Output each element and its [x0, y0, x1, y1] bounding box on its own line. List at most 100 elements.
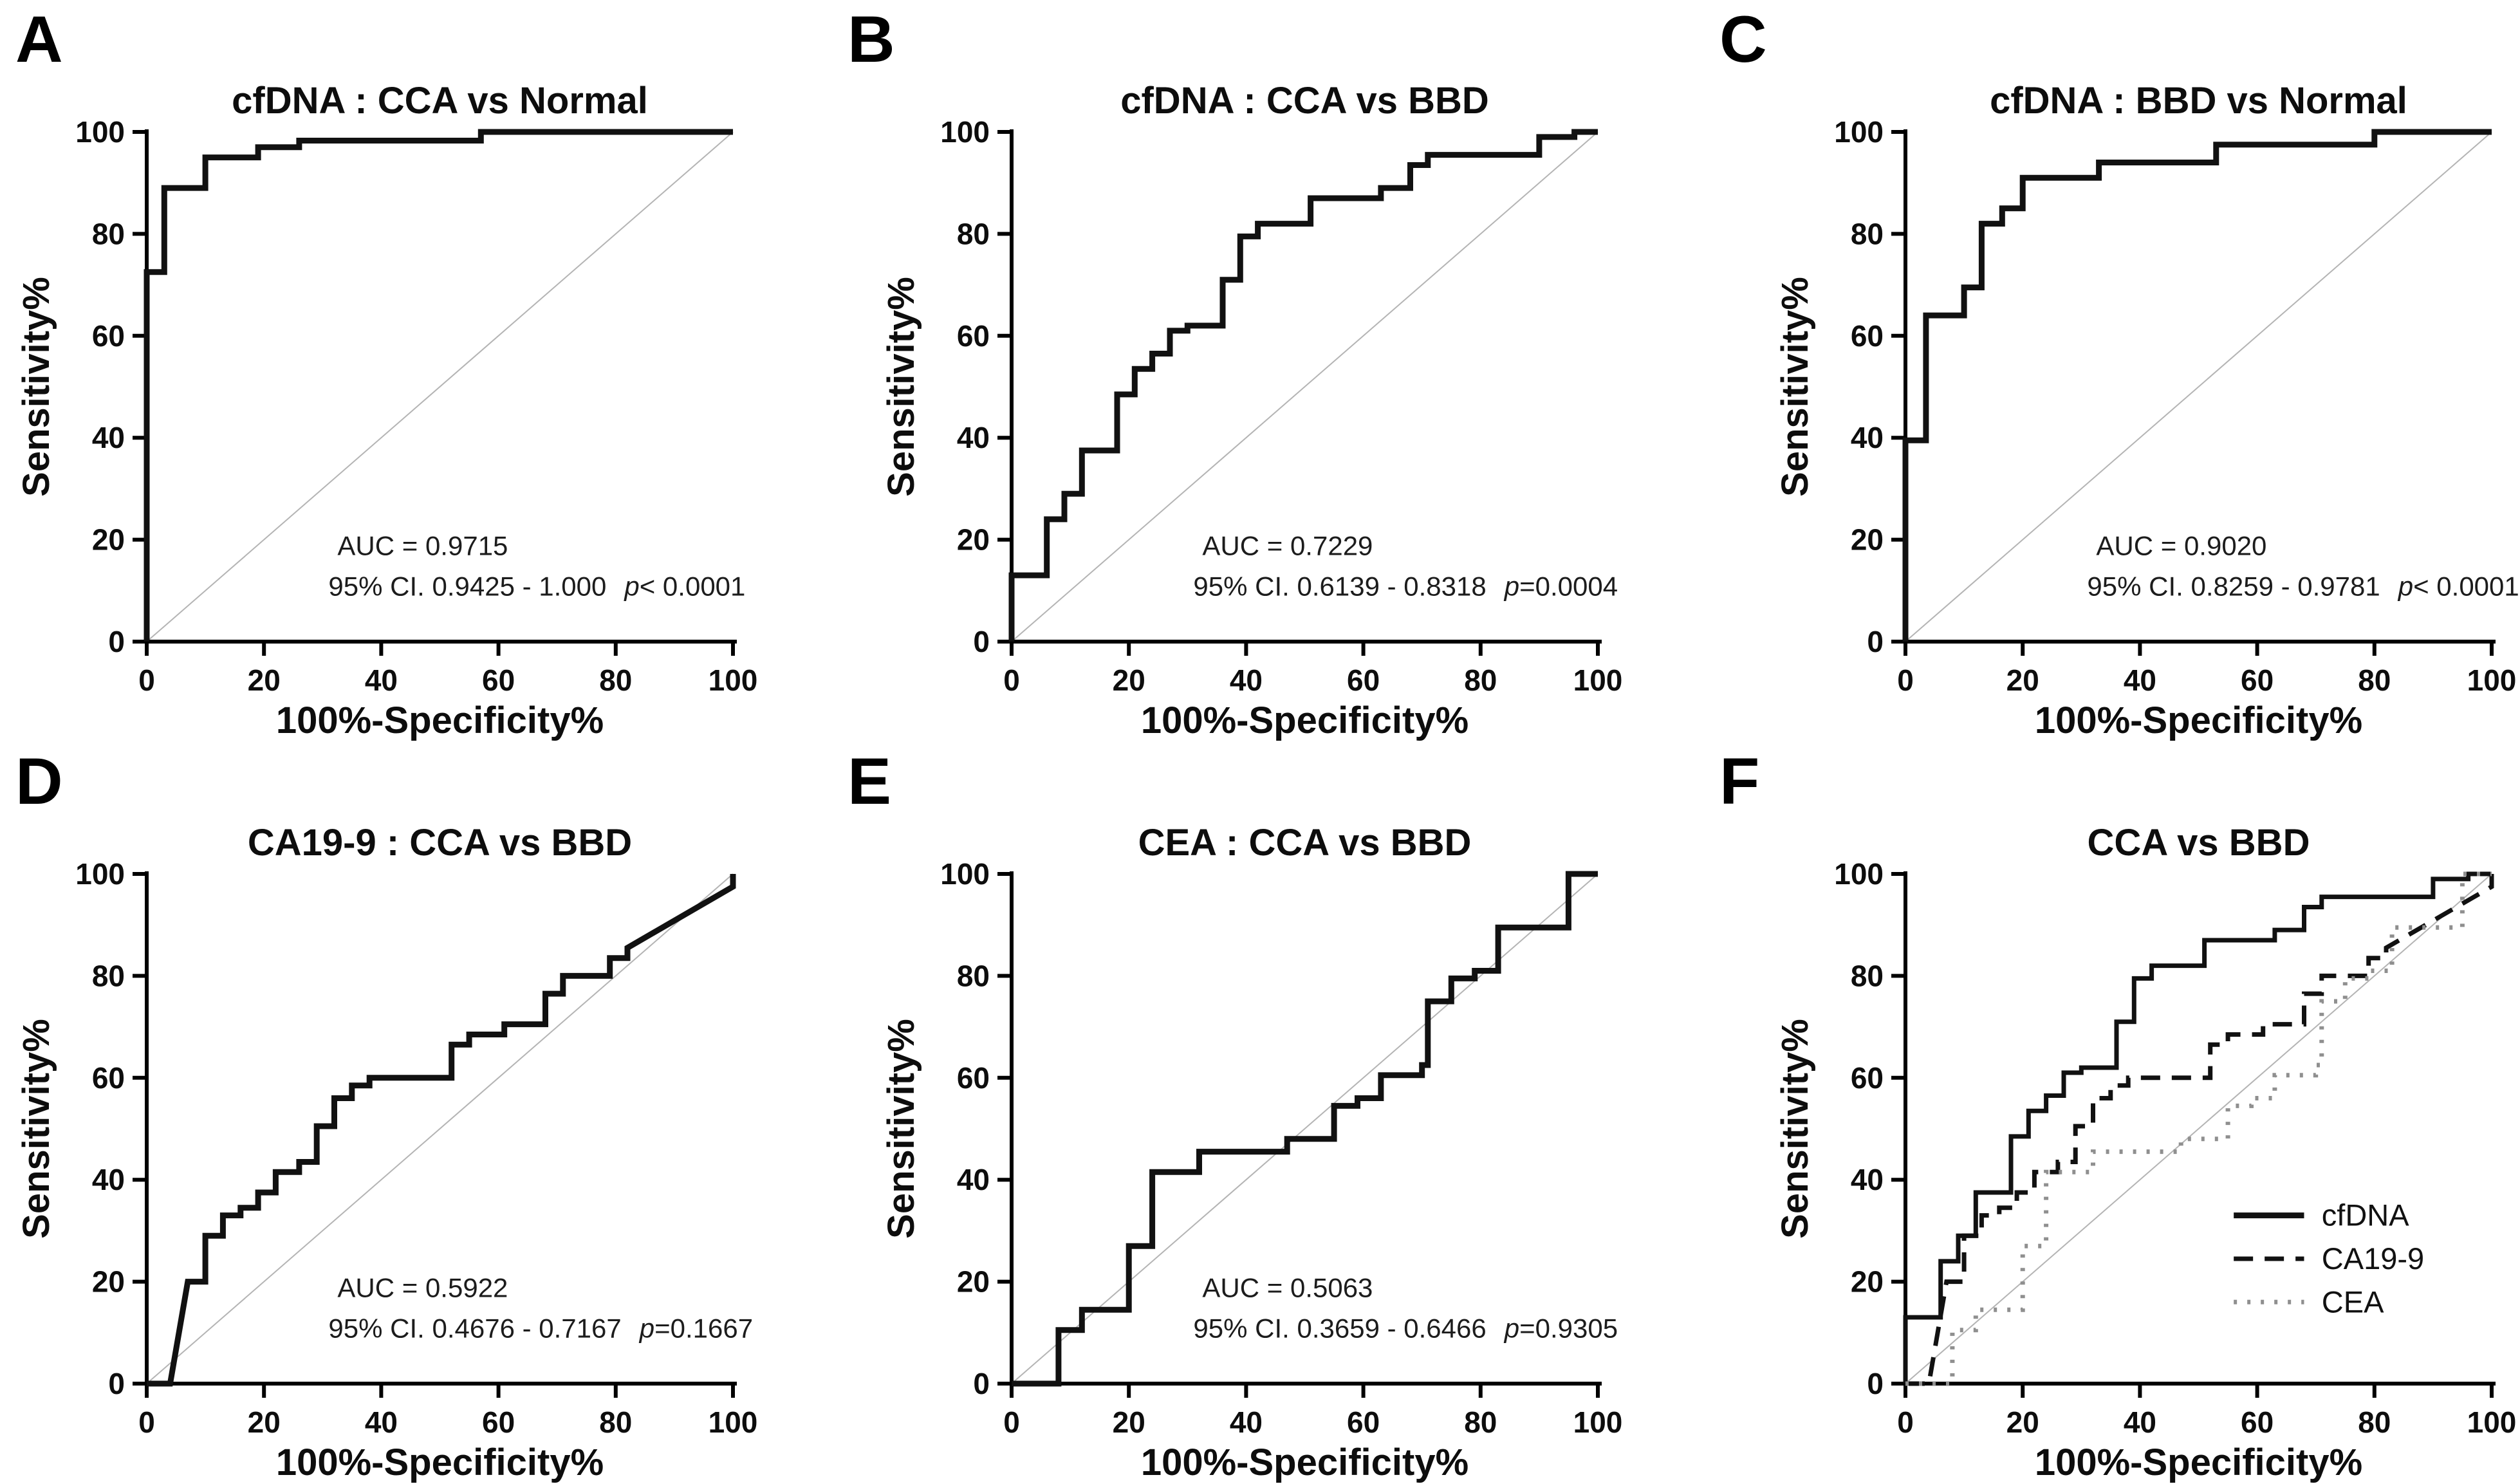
x-tick-label: 0: [138, 663, 155, 697]
y-axis-label: Sensitivity%: [1774, 1019, 1816, 1239]
x-axis-label: 100%-Specificity%: [2035, 1442, 2362, 1483]
auc-annotation: AUC = 0.5922: [337, 1272, 508, 1303]
panel-c: C cfDNA : BBD vs Normal Sensitivity% 100%-…: [1680, 0, 2520, 742]
y-tick-label: 20: [92, 523, 125, 557]
y-tick-label: 40: [1851, 421, 1884, 454]
roc-chart-c: cfDNA : BBD vs Normal Sensitivity% 100%-Sp…: [1774, 80, 2519, 741]
panel-d-letter: D: [15, 745, 63, 818]
diagonal-reference-line: [146, 873, 734, 1384]
y-tick-label: 80: [92, 959, 125, 992]
y-tick-label: 20: [957, 523, 990, 557]
panel-e-letter: E: [848, 745, 892, 818]
x-tick-label: 100: [1573, 1405, 1623, 1439]
y-tick-label: 60: [92, 1061, 125, 1095]
y-tick-label: 100: [940, 857, 990, 891]
x-axis-label: 100%-Specificity%: [276, 700, 604, 741]
x-tick-label: 20: [248, 663, 281, 697]
x-tick-label: 20: [2006, 663, 2039, 697]
ci-text: 95% CI. 0.9425 - 1.000: [328, 571, 606, 602]
p-symbol: p: [1503, 571, 1519, 602]
ci-text: 95% CI. 0.6139 - 0.8318: [1193, 571, 1486, 602]
x-tick-label: 60: [2241, 663, 2274, 697]
roc-curve-cfDNA: [1902, 129, 2492, 642]
y-tick-label: 80: [92, 217, 125, 250]
panel-b-letter: B: [848, 3, 895, 76]
y-tick-label: 80: [1851, 959, 1884, 992]
p-value: =0.0004: [1519, 571, 1618, 602]
x-tick-label: 80: [2358, 1405, 2391, 1439]
x-tick-label: 60: [1347, 663, 1380, 697]
panel-e: E CEA : CCA vs BBD Sensitivity% 100%-Speci…: [840, 742, 1680, 1484]
y-tick-label: 20: [1851, 523, 1884, 557]
y-tick-label: 0: [973, 1367, 990, 1400]
chart-title: CA19-9 : CCA vs BBD: [248, 822, 632, 864]
y-tick-label: 0: [108, 625, 125, 658]
x-tick-label: 0: [1003, 663, 1020, 697]
x-tick-label: 80: [599, 663, 632, 697]
x-axis-label: 100%-Specificity%: [1141, 1442, 1468, 1483]
y-tick-label: 60: [957, 319, 990, 353]
y-tick-label: 100: [1834, 857, 1884, 891]
x-tick-label: 20: [2006, 1405, 2039, 1439]
roc-curve-CA19-9: [1905, 874, 2494, 1386]
x-tick-label: 20: [1113, 1405, 1145, 1439]
y-tick-label: 0: [973, 625, 990, 658]
p-value: < 0.0001: [2413, 571, 2519, 602]
ci-text: 95% CI. 0.4676 - 0.7167: [328, 1313, 621, 1344]
auc-annotation: AUC = 0.9020: [2096, 530, 2266, 561]
x-tick-label: 0: [138, 1405, 155, 1439]
chart-title: cfDNA : BBD vs Normal: [1990, 80, 2407, 122]
x-tick-label: 100: [709, 663, 758, 697]
diagonal-reference-line: [1905, 873, 2492, 1384]
x-tick-label: 40: [365, 1405, 398, 1439]
x-tick-label: 0: [1003, 1405, 1020, 1439]
diagonal-reference-line: [1011, 131, 1598, 642]
auc-annotation: AUC = 0.7229: [1202, 530, 1373, 561]
auc-annotation: AUC = 0.9715: [337, 530, 508, 561]
diagonal-reference-line: [146, 131, 734, 642]
ci-text: 95% CI. 0.3659 - 0.6466: [1193, 1313, 1486, 1344]
roc-curve-CEA: [1012, 871, 1598, 1387]
roc-chart-d: CA19-9 : CCA vs BBD Sensitivity% 100%-Spec…: [15, 822, 757, 1483]
legend-label-CEA: CEA: [2322, 1285, 2384, 1319]
x-tick-label: 100: [1573, 663, 1623, 697]
ci-p-annotation: 95% CI. 0.9425 - 1.000 p< 0.0001: [328, 571, 745, 602]
ci-text: 95% CI. 0.8259 - 0.9781: [2087, 571, 2380, 602]
y-tick-label: 100: [75, 857, 125, 891]
x-tick-label: 80: [599, 1405, 632, 1439]
ci-p-annotation: 95% CI. 0.6139 - 0.8318 p=0.0004: [1193, 571, 1618, 602]
x-tick-label: 60: [2241, 1405, 2274, 1439]
roc-curve-CA19-9: [147, 874, 736, 1387]
y-tick-label: 20: [1851, 1265, 1884, 1299]
x-tick-label: 100: [2467, 1405, 2517, 1439]
y-tick-label: 40: [957, 421, 990, 454]
x-tick-label: 0: [1897, 663, 1914, 697]
legend-label-cfDNA: cfDNA: [2322, 1198, 2409, 1232]
y-tick-label: 0: [108, 1367, 125, 1400]
diagonal-reference-line: [1905, 131, 2492, 642]
x-axis-label: 100%-Specificity%: [1141, 700, 1468, 741]
y-tick-label: 40: [92, 421, 125, 454]
y-tick-label: 60: [1851, 319, 1884, 353]
y-tick-label: 40: [92, 1163, 125, 1196]
chart-title: cfDNA : CCA vs Normal: [232, 80, 648, 122]
x-tick-label: 80: [1464, 663, 1497, 697]
x-tick-label: 60: [1347, 1405, 1380, 1439]
roc-chart-b: cfDNA : CCA vs BBD Sensitivity% 100%-Speci…: [880, 80, 1623, 741]
chart-title: cfDNA : CCA vs BBD: [1120, 80, 1489, 122]
y-tick-label: 20: [957, 1265, 990, 1299]
legend-label-CA19-9: CA19-9: [2322, 1241, 2424, 1275]
panel-c-letter: C: [1719, 3, 1767, 76]
y-tick-label: 80: [957, 217, 990, 250]
x-tick-label: 80: [1464, 1405, 1497, 1439]
y-tick-label: 60: [957, 1061, 990, 1095]
x-tick-label: 40: [365, 663, 398, 697]
ci-p-annotation: 95% CI. 0.4676 - 0.7167 p=0.1667: [328, 1313, 753, 1344]
y-tick-label: 80: [1851, 217, 1884, 250]
y-axis-label: Sensitivity%: [880, 277, 922, 497]
y-axis-label: Sensitivity%: [15, 1019, 57, 1239]
chart-title: CEA : CCA vs BBD: [1138, 822, 1472, 864]
x-tick-label: 40: [1230, 663, 1263, 697]
x-tick-label: 60: [482, 663, 515, 697]
y-tick-label: 60: [1851, 1061, 1884, 1095]
